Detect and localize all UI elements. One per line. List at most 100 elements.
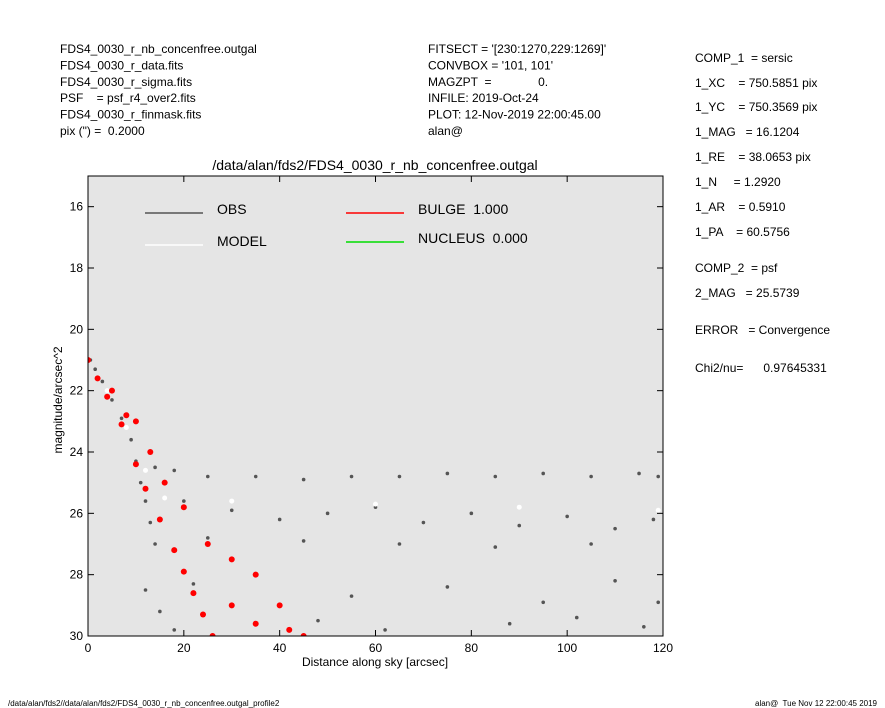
data-point [161, 479, 168, 486]
fit-parameter: 1_YC = 750.3569 pix [695, 100, 817, 114]
data-point [147, 449, 154, 455]
header-middle-line: CONVBOX = '101, 101' [428, 58, 553, 72]
data-point [228, 556, 235, 563]
data-point [301, 539, 306, 543]
data-point [158, 609, 162, 614]
data-point [100, 379, 105, 384]
legend-label: NUCLEUS 0.000 [418, 230, 528, 246]
y-tick-label: 30 [70, 629, 84, 643]
legend-label: BULGE 1.000 [418, 201, 508, 217]
data-point [172, 468, 177, 473]
fit-parameter: ERROR = Convergence [695, 323, 830, 337]
data-point [205, 474, 210, 479]
data-point [383, 628, 387, 632]
data-point [88, 357, 91, 363]
fit-parameter: Chi2/nu= 0.97645331 [695, 361, 827, 375]
header-middle-line: INFILE: 2019-Oct-24 [428, 91, 539, 105]
data-point [252, 571, 259, 578]
data-point [493, 474, 498, 479]
data-point [156, 516, 163, 523]
data-point [325, 511, 330, 516]
legend-label: MODEL [217, 233, 267, 249]
y-tick-label: 18 [70, 261, 84, 275]
data-point [153, 542, 157, 546]
data-point [205, 536, 210, 540]
data-point [445, 471, 450, 476]
header-left-line: FDS4_0030_r_nb_concenfree.outgal [60, 42, 257, 56]
data-point [613, 526, 617, 531]
data-point [228, 602, 235, 609]
data-point [229, 508, 234, 513]
x-tick-label: 80 [465, 641, 479, 655]
data-point [110, 398, 114, 402]
footer-left: /data/alan/fds2//data/alan/fds2/FDS4_003… [8, 699, 280, 708]
data-point [142, 485, 149, 492]
fit-parameter: COMP_2 = psf [695, 261, 778, 275]
header-left-line: FDS4_0030_r_finmask.fits [60, 108, 201, 122]
header-middle-line: alan@ [428, 124, 463, 138]
data-point [143, 467, 148, 473]
data-point [204, 541, 211, 547]
x-tick-label: 0 [85, 641, 92, 655]
data-point [516, 504, 522, 510]
fit-parameter: 1_N = 1.2920 [695, 175, 781, 189]
header-left-line: FDS4_0030_r_data.fits [60, 58, 183, 72]
data-point [94, 375, 101, 382]
x-tick-label: 120 [653, 641, 673, 655]
data-point [190, 590, 197, 597]
data-point [286, 626, 293, 633]
data-point [209, 633, 216, 636]
fit-parameter: 2_MAG = 25.5739 [695, 286, 800, 300]
data-point [143, 499, 148, 503]
data-point [301, 477, 306, 482]
y-tick-label: 24 [70, 445, 84, 459]
data-point [104, 393, 111, 400]
fit-parameter: COMP_1 = sersic [695, 51, 793, 65]
data-point [171, 547, 178, 554]
header-middle-line: MAGZPT = 0. [428, 75, 548, 89]
footer-right: alan@ Tue Nov 12 22:00:45 2019 [755, 699, 878, 708]
data-point [651, 517, 656, 522]
y-tick-label: 20 [70, 322, 84, 336]
header-left-line: FDS4_0030_r_sigma.fits [60, 75, 192, 89]
data-point [138, 480, 143, 485]
data-point [565, 514, 569, 519]
y-tick-label: 22 [70, 384, 84, 398]
x-tick-label: 20 [177, 641, 191, 655]
data-point [507, 621, 512, 626]
data-point [373, 501, 378, 507]
data-point [108, 387, 115, 394]
data-point [637, 471, 641, 476]
header-middle-line: PLOT: 12-Nov-2019 22:00:45.00 [428, 108, 601, 122]
fit-parameter: 1_MAG = 16.1204 [695, 125, 800, 139]
data-point [445, 585, 450, 589]
data-point [200, 611, 206, 618]
x-axis-label: Distance along sky [arcsec] [302, 655, 448, 669]
data-point [252, 620, 259, 627]
data-point [162, 495, 168, 501]
data-point [469, 511, 474, 516]
data-point [316, 618, 320, 623]
data-point [104, 388, 110, 394]
fit-parameter: 1_XC = 750.5851 pix [695, 76, 817, 90]
data-point [589, 542, 593, 546]
data-point [349, 474, 354, 479]
data-point [118, 421, 125, 428]
y-tick-label: 26 [70, 506, 84, 520]
data-point [172, 628, 177, 632]
data-point [180, 504, 187, 511]
data-point [229, 498, 235, 504]
header-left-line: pix (") = 0.2000 [60, 124, 145, 138]
data-point [421, 520, 426, 525]
data-point [589, 474, 593, 479]
data-point [541, 600, 546, 605]
x-tick-label: 100 [557, 641, 577, 655]
fit-parameter: 1_PA = 60.5756 [695, 225, 790, 239]
data-point [656, 600, 661, 605]
data-point [642, 625, 646, 629]
data-point [397, 542, 402, 546]
data-point [493, 545, 498, 549]
data-point [613, 579, 617, 583]
data-point [93, 367, 97, 372]
